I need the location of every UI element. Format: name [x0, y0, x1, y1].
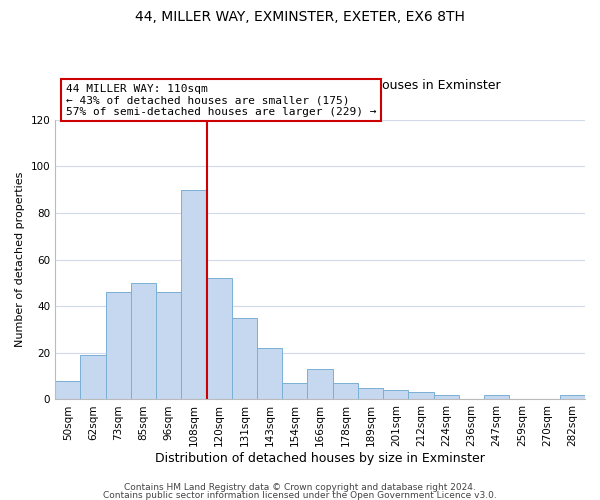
- Bar: [282, 383, 307, 400]
- Bar: [307, 369, 332, 400]
- Bar: [383, 390, 409, 400]
- Bar: [181, 190, 206, 400]
- Title: Size of property relative to detached houses in Exminster: Size of property relative to detached ho…: [140, 79, 500, 92]
- Text: Contains HM Land Registry data © Crown copyright and database right 2024.: Contains HM Land Registry data © Crown c…: [124, 484, 476, 492]
- Bar: [484, 395, 509, 400]
- Text: Contains public sector information licensed under the Open Government Licence v3: Contains public sector information licen…: [103, 490, 497, 500]
- Bar: [257, 348, 282, 400]
- Bar: [55, 381, 80, 400]
- Y-axis label: Number of detached properties: Number of detached properties: [15, 172, 25, 347]
- Bar: [434, 395, 459, 400]
- X-axis label: Distribution of detached houses by size in Exminster: Distribution of detached houses by size …: [155, 452, 485, 465]
- Bar: [409, 392, 434, 400]
- Bar: [80, 355, 106, 400]
- Text: 44, MILLER WAY, EXMINSTER, EXETER, EX6 8TH: 44, MILLER WAY, EXMINSTER, EXETER, EX6 8…: [135, 10, 465, 24]
- Text: 44 MILLER WAY: 110sqm
← 43% of detached houses are smaller (175)
57% of semi-det: 44 MILLER WAY: 110sqm ← 43% of detached …: [66, 84, 376, 117]
- Bar: [106, 292, 131, 400]
- Bar: [560, 395, 585, 400]
- Bar: [358, 388, 383, 400]
- Bar: [332, 383, 358, 400]
- Bar: [232, 318, 257, 400]
- Bar: [206, 278, 232, 400]
- Bar: [156, 292, 181, 400]
- Bar: [131, 283, 156, 400]
